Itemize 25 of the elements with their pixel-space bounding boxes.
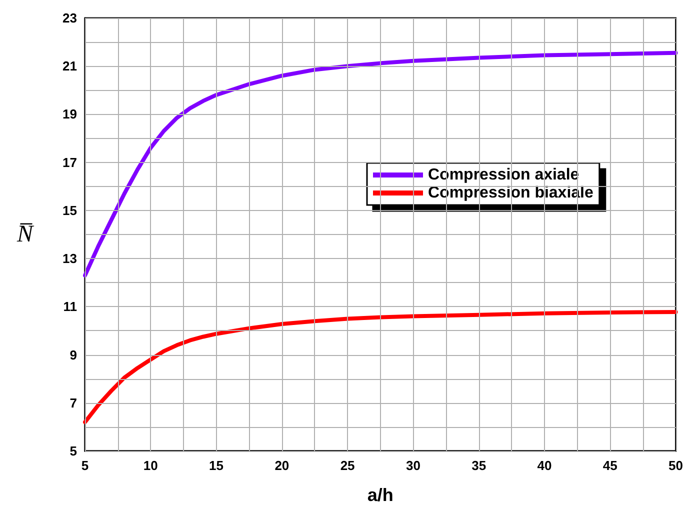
x-tick-label: 20 [274, 458, 290, 473]
y-tick-label: 19 [62, 106, 77, 122]
y-tick-label: 23 [62, 10, 77, 26]
line-series [83, 50, 678, 278]
x-tick-label: 5 [81, 458, 89, 473]
x-tick-label: 40 [537, 458, 552, 473]
x-tick-label: 10 [143, 458, 158, 473]
y-tick-label: 15 [62, 202, 77, 218]
y-tick-label: 21 [62, 58, 77, 74]
x-axis-title: a/h [367, 485, 394, 505]
x-tick-label: 50 [668, 458, 684, 473]
x-tick-label: 45 [602, 458, 618, 473]
x-tick-label: 30 [406, 458, 420, 473]
x-tick-label: 35 [472, 458, 486, 473]
legend-label: Compression axiale [428, 166, 580, 184]
y-tick-label: 9 [70, 347, 77, 362]
y-tick-label: 17 [62, 154, 77, 170]
y-axis-title: N̅ [16, 222, 35, 248]
y-tick-label: 13 [62, 251, 77, 266]
y-tick-label: 5 [70, 444, 77, 458]
x-tick-label: 25 [340, 458, 355, 473]
x-tick-label: 15 [209, 458, 224, 473]
line-series [83, 310, 678, 424]
y-tick-label: 11 [63, 299, 77, 314]
y-tick-label: 7 [70, 395, 77, 410]
